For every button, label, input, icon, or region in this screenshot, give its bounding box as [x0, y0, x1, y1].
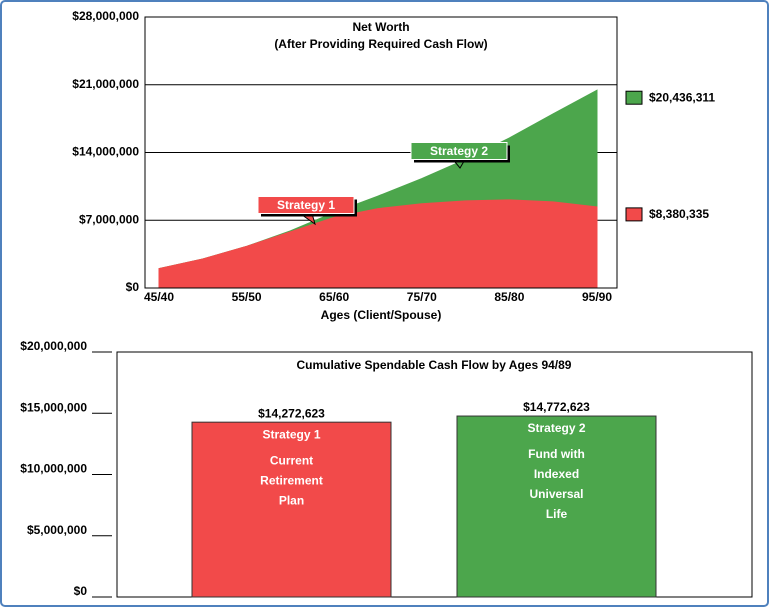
y-tick-label: $5,000,000 — [27, 523, 87, 537]
x-tick-label: 45/40 — [144, 290, 174, 304]
y-tick-label: $0 — [74, 584, 88, 598]
net-worth-chart: Net Worth (After Providing Required Cash… — [72, 9, 715, 322]
y-tick-label: $15,000,000 — [20, 400, 87, 414]
value-label: $14,272,623 — [258, 406, 325, 420]
plot-area — [144, 16, 618, 289]
legend-label: Strategy 1 — [277, 198, 335, 212]
chart-subtitle: (After Providing Required Cash Flow) — [274, 37, 487, 51]
bar-description: Plan — [279, 493, 304, 507]
end-label: $8,380,335 — [649, 207, 709, 221]
value-label: $14,772,623 — [523, 400, 590, 414]
y-tick-label: $20,000,000 — [20, 339, 87, 353]
x-axis-label: Ages (Client/Spouse) — [321, 308, 442, 322]
end-label-swatch — [625, 207, 643, 222]
x-tick-label: 95/90 — [582, 290, 612, 304]
chart-title: Cumulative Spendable Cash Flow by Ages 9… — [297, 358, 572, 372]
bar — [456, 415, 657, 598]
bar-label: Strategy 1 — [262, 427, 320, 441]
x-tick-label: 85/80 — [494, 290, 524, 304]
y-tick-label: $10,000,000 — [20, 462, 87, 476]
bar-description: Retirement — [260, 473, 323, 487]
y-tick-label: $7,000,000 — [79, 212, 139, 226]
end-label: $20,436,311 — [649, 90, 715, 104]
y-tick-label: $0 — [126, 280, 140, 294]
bar-description: Indexed — [534, 467, 579, 481]
bar-description: Life — [546, 507, 568, 521]
callout-box — [410, 142, 508, 160]
y-tick-label: $28,000,000 — [72, 9, 139, 23]
bar-description: Current — [270, 453, 313, 467]
area — [158, 199, 598, 289]
bar-description: Universal — [529, 487, 583, 501]
x-tick-label: 55/50 — [232, 290, 262, 304]
x-tick-label: 75/70 — [407, 290, 437, 304]
bar — [191, 421, 392, 598]
end-label-swatch — [625, 90, 643, 105]
x-tick-label: 65/60 — [319, 290, 349, 304]
cash-flow-chart: Cumulative Spendable Cash Flow by Ages 9… — [20, 339, 753, 598]
y-tick-label: $14,000,000 — [72, 145, 139, 159]
legend-label: Strategy 2 — [430, 144, 488, 158]
callout-box — [257, 196, 355, 214]
chart-title: Net Worth — [352, 20, 409, 34]
bar-description: Fund with — [528, 447, 585, 461]
y-tick-label: $21,000,000 — [72, 77, 139, 91]
bar-label: Strategy 2 — [527, 421, 585, 435]
